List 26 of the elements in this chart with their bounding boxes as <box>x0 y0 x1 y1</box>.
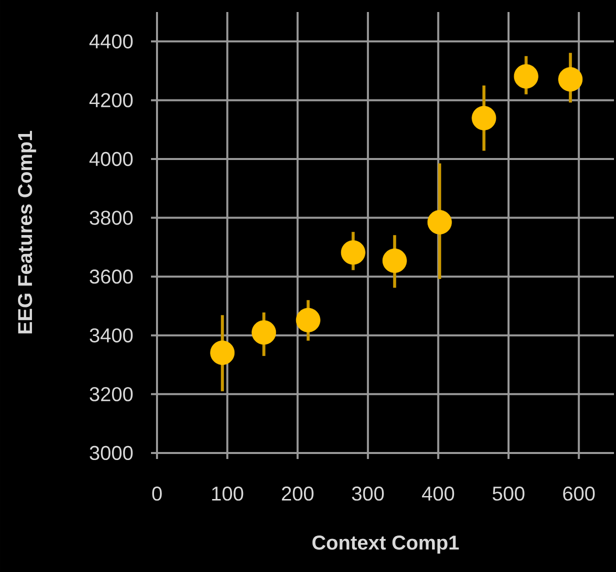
point <box>296 308 320 332</box>
x-tick-label: 400 <box>422 486 454 501</box>
x-tick-label: 200 <box>282 486 314 501</box>
y-tick-label: 3200 <box>90 387 133 402</box>
y-tick-label: 4200 <box>89 93 133 108</box>
point <box>472 106 496 130</box>
point <box>252 320 276 345</box>
y-axis-title: EEG Features Comp1 <box>18 130 36 334</box>
point <box>514 64 538 89</box>
y-tick-label: 3400 <box>90 328 133 342</box>
point <box>340 240 366 265</box>
y-tick-label: 3600 <box>90 270 133 284</box>
y-tick-label: 3000 <box>90 446 133 460</box>
x-axis-title: Context Comp1 <box>312 536 459 554</box>
point <box>382 248 407 273</box>
y-tick-label: 4400 <box>89 34 133 48</box>
x-tick-label: 100 <box>212 486 244 501</box>
point <box>210 340 235 365</box>
point <box>558 67 583 92</box>
y-tick-label: 4000 <box>89 152 133 166</box>
y-tick-label: 3800 <box>90 210 133 225</box>
point <box>427 210 452 234</box>
x-tick-label: 0 <box>152 486 162 501</box>
x-tick-label: 300 <box>352 486 384 501</box>
x-tick-label: 500 <box>492 486 524 501</box>
x-tick-label: 600 <box>563 486 595 501</box>
